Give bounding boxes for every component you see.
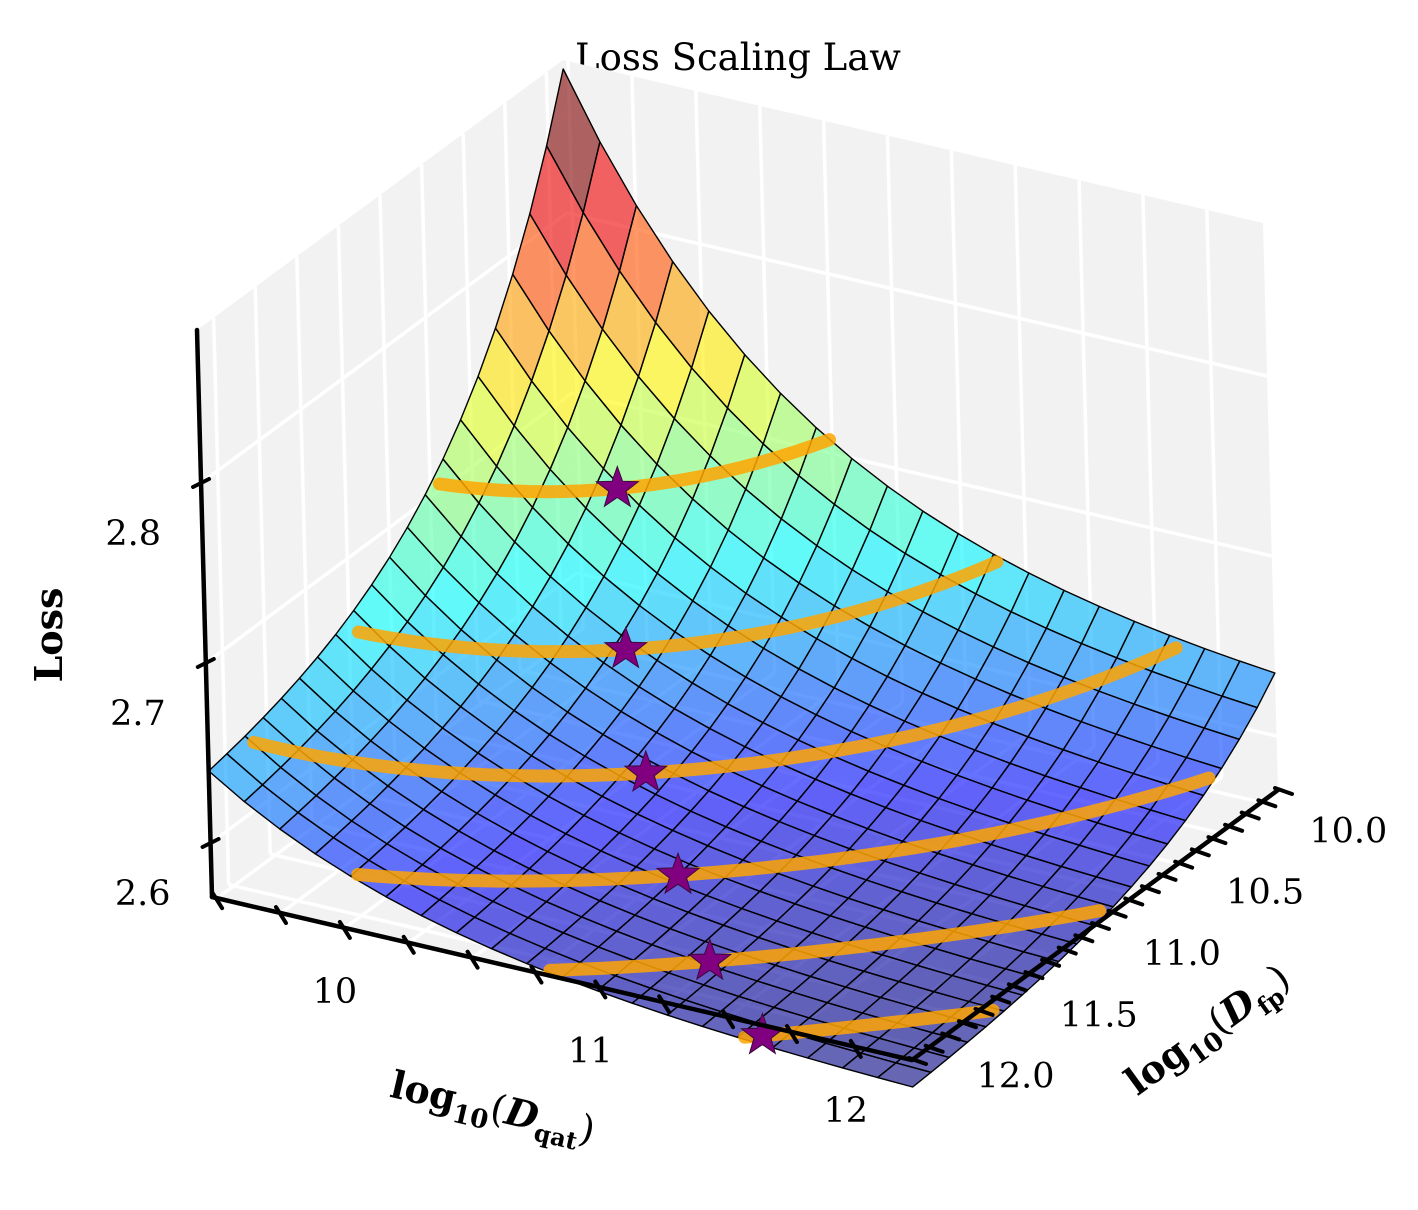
- side-grid-z: [200, 211, 569, 485]
- y-tick: [1073, 933, 1095, 944]
- y-tick: [1040, 957, 1062, 968]
- x-tick: [784, 1024, 799, 1045]
- back-grid-z: [566, 211, 1268, 378]
- iso-budget-curve: [543, 904, 1107, 977]
- y-tick: [1256, 798, 1278, 809]
- iso-budget-curve: [738, 1003, 1000, 1044]
- z-tick-label: 2.7: [110, 694, 166, 734]
- x-label-log: log: [386, 1061, 461, 1120]
- x-tick-label: 11: [568, 1031, 613, 1071]
- z-tick: [191, 477, 212, 489]
- optimum-star-marker: [687, 937, 733, 981]
- tick-labels: 2.6 2.7 2.8 10 11 12 10.010.511.011.512.0: [105, 514, 1387, 1131]
- x-tick: [657, 994, 672, 1015]
- chart-title: Loss Scaling Law: [575, 36, 901, 79]
- y-tick: [923, 1043, 945, 1054]
- x-tick: [848, 1038, 863, 1059]
- y-tick: [973, 1006, 995, 1017]
- y-tick: [1090, 921, 1111, 931]
- x-tick: [593, 979, 608, 1000]
- y-tick: [1173, 859, 1195, 870]
- y-tick-label: 11.5: [1060, 995, 1138, 1035]
- svg-text:log10(Dqat): log10(Dqat): [385, 1061, 600, 1160]
- y-tick: [1139, 884, 1161, 895]
- iso-budget-curves: [247, 433, 1216, 1044]
- y-tick: [1123, 896, 1145, 907]
- x-axis-line: [209, 894, 915, 1063]
- z-tick-label: 2.6: [115, 874, 171, 914]
- x-tick: [721, 1009, 736, 1030]
- y-label-log: log: [1116, 1028, 1196, 1103]
- x-tick-label: 10: [313, 972, 358, 1012]
- x-label-varsub: qat: [531, 1118, 580, 1156]
- y-tick: [907, 1056, 928, 1066]
- y-tick: [1106, 908, 1128, 919]
- y-tick: [1273, 786, 1294, 796]
- iso-budget-curve: [247, 641, 1183, 783]
- x-tick: [401, 934, 416, 955]
- surface-cell: [545, 68, 601, 214]
- y-tick: [990, 994, 1012, 1005]
- y-tick: [1023, 970, 1045, 981]
- optimum-star-marker: [594, 465, 640, 508]
- x-tick: [529, 964, 544, 985]
- iso-budget-curve: [352, 555, 1004, 659]
- y-tick: [1223, 822, 1245, 833]
- x-label-sub: 10: [449, 1099, 491, 1136]
- y-tick: [1239, 810, 1261, 821]
- z-tick: [200, 837, 221, 849]
- optimum-star-marker: [655, 851, 701, 895]
- y-tick-label: 11.0: [1143, 934, 1221, 974]
- z-axis-label: Loss: [26, 588, 71, 683]
- z-axis-line: [194, 327, 215, 900]
- y-tick: [1156, 871, 1178, 882]
- y-tick: [1006, 982, 1028, 993]
- y-tick-label: 12.0: [977, 1057, 1055, 1097]
- x-axis-label: log10(Dqat): [385, 1061, 600, 1160]
- optimum-star-marker: [603, 626, 648, 669]
- side-grid-y: [211, 317, 231, 885]
- y-tick-label: 10.5: [1226, 873, 1304, 913]
- svg-text:log10(Dfp): log10(Dfp): [1116, 954, 1303, 1110]
- y-tick-label: 10.0: [1309, 811, 1387, 851]
- optimum-star-marker: [623, 749, 669, 793]
- optimal-point-markers: [594, 465, 785, 1055]
- x-tick-label: 12: [824, 1091, 869, 1131]
- z-tick: [195, 657, 216, 669]
- y-tick: [1189, 847, 1211, 858]
- iso-budget-curve: [351, 771, 1216, 888]
- y-tick: [940, 1031, 962, 1042]
- x-tick: [337, 919, 352, 940]
- y-axis-label: log10(Dfp): [1116, 954, 1303, 1110]
- y-tick: [1056, 945, 1078, 956]
- x-tick: [210, 890, 225, 911]
- x-tick: [465, 949, 480, 970]
- y-tick: [956, 1019, 978, 1030]
- axis-lines: [191, 327, 1294, 1066]
- x-tick: [273, 905, 288, 926]
- z-tick-label: 2.8: [105, 514, 161, 554]
- iso-budget-curve: [432, 433, 836, 499]
- y-tick: [1206, 835, 1228, 846]
